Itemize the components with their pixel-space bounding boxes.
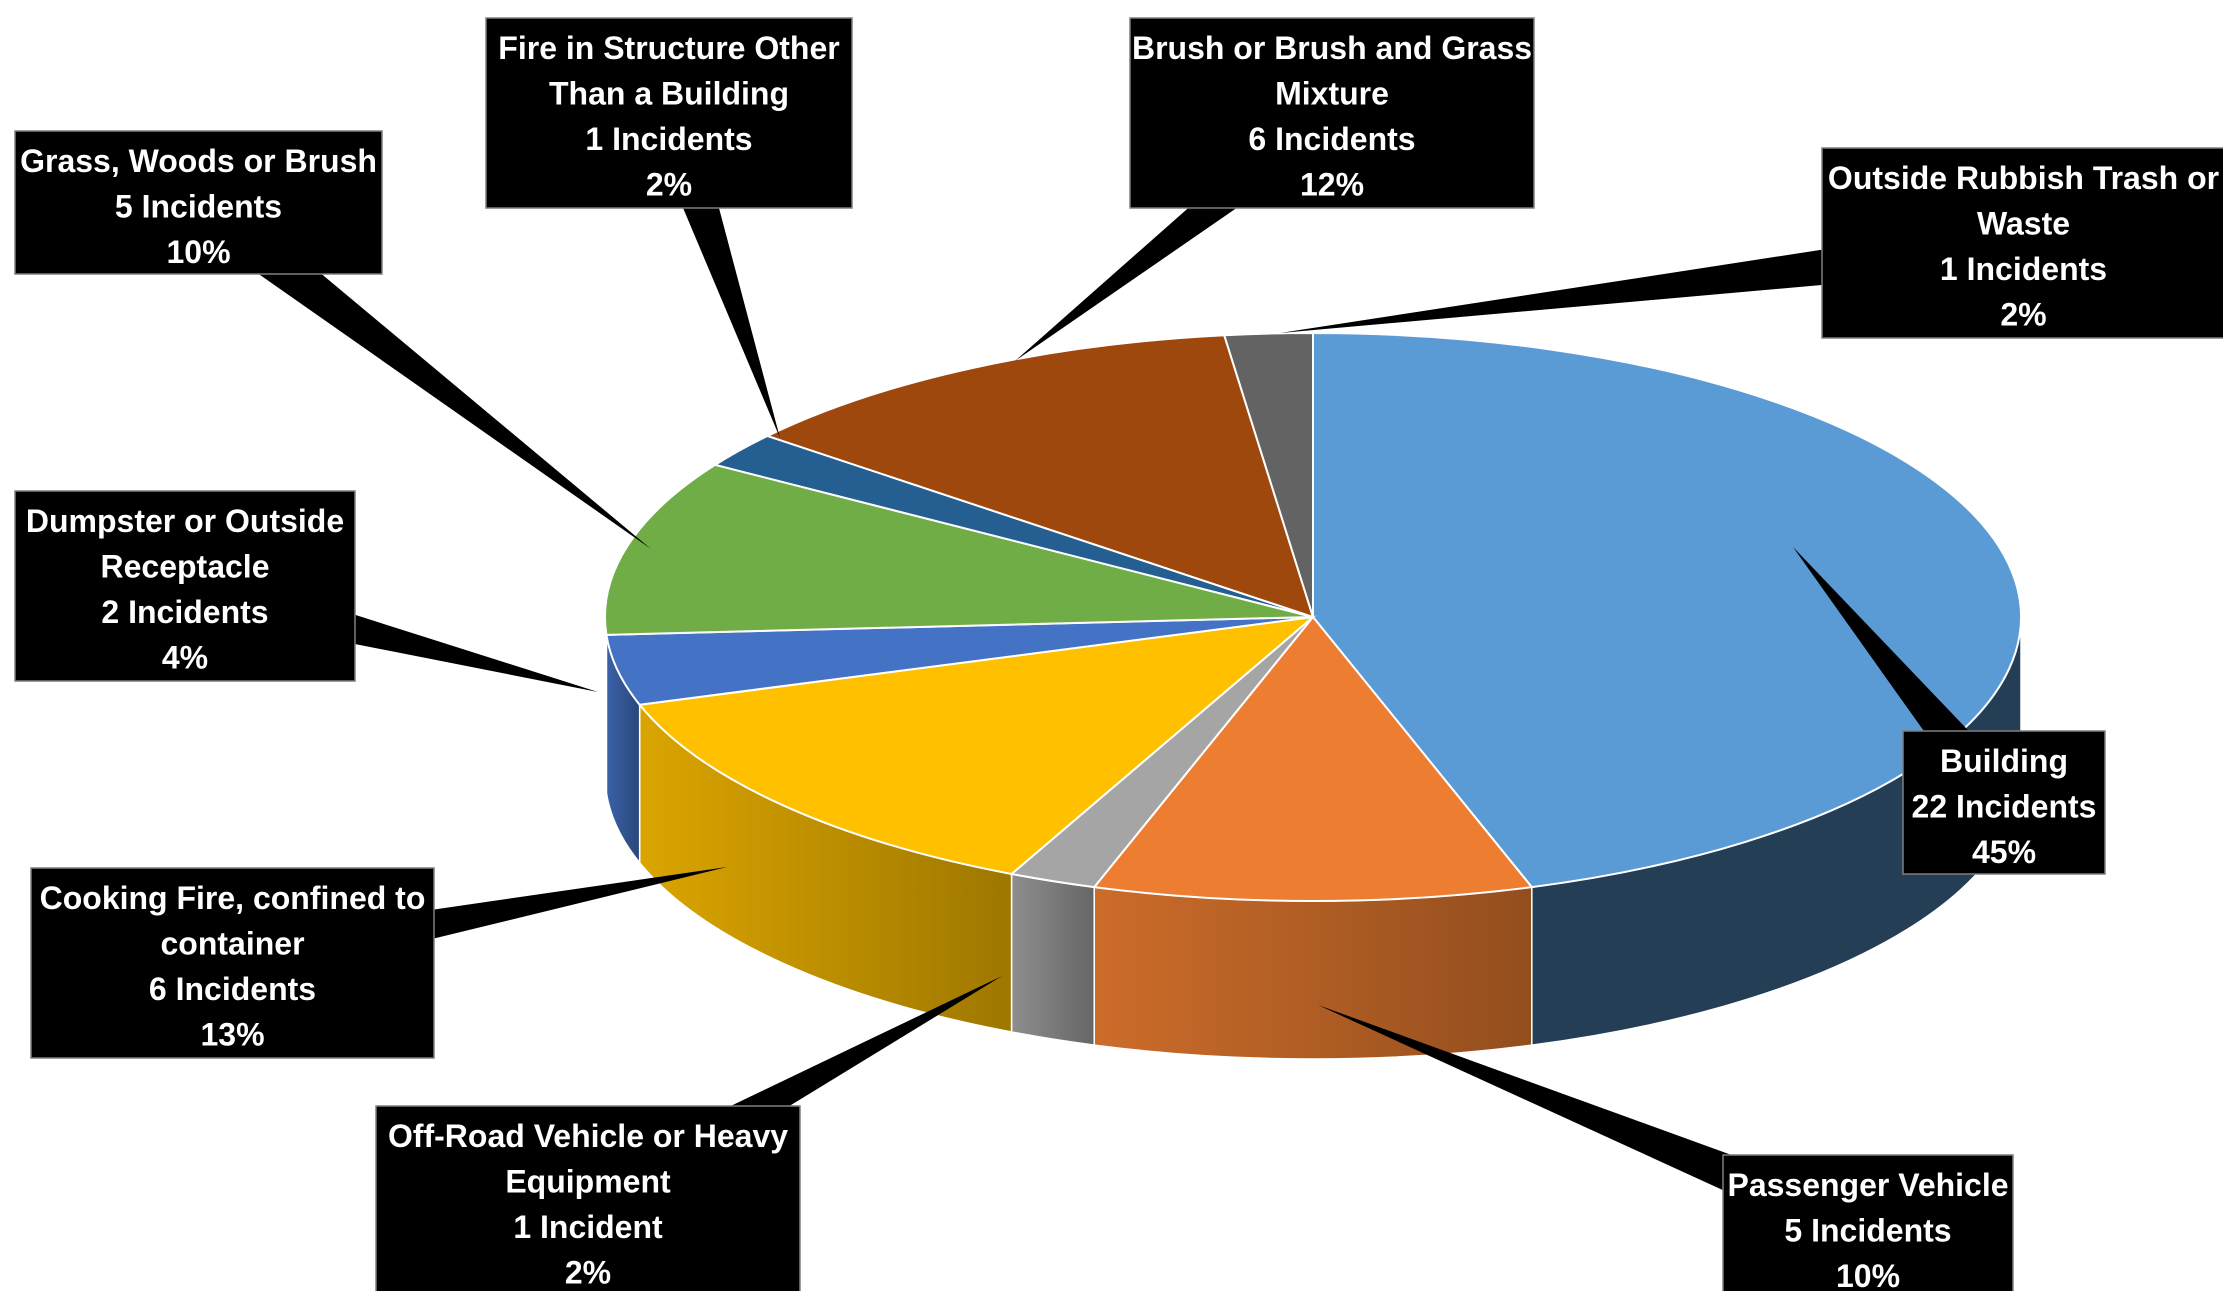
- pie-slice: [605, 616, 1314, 706]
- pie-slice: [637, 615, 1317, 876]
- slice-percent: 4%: [162, 640, 208, 676]
- slice-label: Cooking Fire, confined to: [40, 880, 426, 916]
- pie-slice: [1312, 331, 2022, 889]
- pie-slice: [604, 463, 1314, 636]
- slice-label: Off-Road Vehicle or Heavy: [388, 1118, 788, 1154]
- callout-box: [1129, 17, 1535, 209]
- slice-percent: 2%: [565, 1255, 611, 1291]
- callout-label: Grass, Woods or Brush 5 Incidents 10%: [14, 130, 651, 549]
- pie-slice: [764, 334, 1315, 619]
- callout-layer: Building 22 Incidents 45% Passenger Vehicle…: [14, 17, 2223, 1291]
- callout-box: [485, 17, 853, 209]
- slice-count: 5 Incidents: [115, 189, 282, 225]
- slice-label: Fire in Structure Other: [498, 30, 839, 66]
- callout-box: [375, 1105, 801, 1291]
- callout-box: [14, 490, 356, 682]
- callout-label: Dumpster or Outside Receptacle 2 Incidents…: [14, 490, 598, 692]
- slice-label: Grass, Woods or Brush: [20, 143, 377, 179]
- callout-box: [30, 867, 435, 1059]
- slice-label: Mixture: [1275, 76, 1389, 112]
- callout-box: [1821, 147, 2223, 339]
- callout-label: Brush or Brush and Grass Mixture 6 Inciden…: [1015, 17, 1535, 362]
- slice-count: 6 Incidents: [1248, 121, 1415, 157]
- slice-label: Dumpster or Outside: [26, 503, 344, 539]
- slice-label: Brush or Brush and Grass: [1132, 30, 1532, 66]
- slice-percent: 12%: [1300, 167, 1364, 203]
- callout-box: [1722, 1154, 2014, 1291]
- callout-pointer: [183, 183, 651, 549]
- slice-label: Receptacle: [101, 549, 270, 585]
- slice-count: 1 Incidents: [585, 121, 752, 157]
- callout-label: Off-Road Vehicle or Heavy Equipment 1 Inci…: [375, 976, 1002, 1291]
- slice-count: 5 Incidents: [1784, 1213, 1951, 1249]
- callout-label: Passenger Vehicle 5 Incidents 10%: [1318, 1005, 2014, 1291]
- slice-label: Than a Building: [549, 76, 789, 112]
- slice-label: Passenger Vehicle: [1727, 1167, 2008, 1203]
- slice-percent: 45%: [1972, 834, 2036, 870]
- callout-label: Fire in Structure Other Than a Building 1 …: [485, 17, 853, 439]
- slice-count: 22 Incidents: [1912, 789, 2097, 825]
- slice-label: Outside Rubbish Trash or: [1828, 160, 2219, 196]
- slice-depth-2: [1010, 873, 1095, 1046]
- pie-slice: [1222, 331, 1314, 618]
- slice-count: 1 Incident: [513, 1209, 663, 1245]
- slice-percent: 13%: [200, 1017, 264, 1053]
- callout-label: Building 22 Incidents 45%: [1793, 547, 2106, 875]
- pie-depth-layer: [604, 616, 2022, 1060]
- pie-top-layer: [604, 331, 2022, 902]
- slice-count: 2 Incidents: [101, 594, 268, 630]
- slice-percent: 10%: [166, 234, 230, 270]
- callout-box: [1902, 730, 2106, 875]
- slice-percent: 2%: [2000, 297, 2046, 333]
- pie-slice: [1092, 615, 1534, 902]
- callout-label: Cooking Fire, confined to container 6 Inci…: [30, 867, 727, 1059]
- slice-percent: 10%: [1836, 1258, 1900, 1291]
- slice-percent: 2%: [646, 167, 692, 203]
- slice-label: Equipment: [505, 1164, 671, 1200]
- slice-count: 1 Incidents: [1940, 251, 2107, 287]
- callout-label: Outside Rubbish Trash or Waste 1 Incidents…: [1280, 147, 2223, 339]
- slice-depth-1: [1093, 886, 1533, 1060]
- slice-label: Waste: [1977, 206, 2070, 242]
- slice-label: container: [160, 926, 304, 962]
- callout-box: [14, 130, 383, 275]
- slice-depth-5: [604, 616, 608, 793]
- slice-label: Building: [1940, 743, 2068, 779]
- slice-count: 6 Incidents: [149, 971, 316, 1007]
